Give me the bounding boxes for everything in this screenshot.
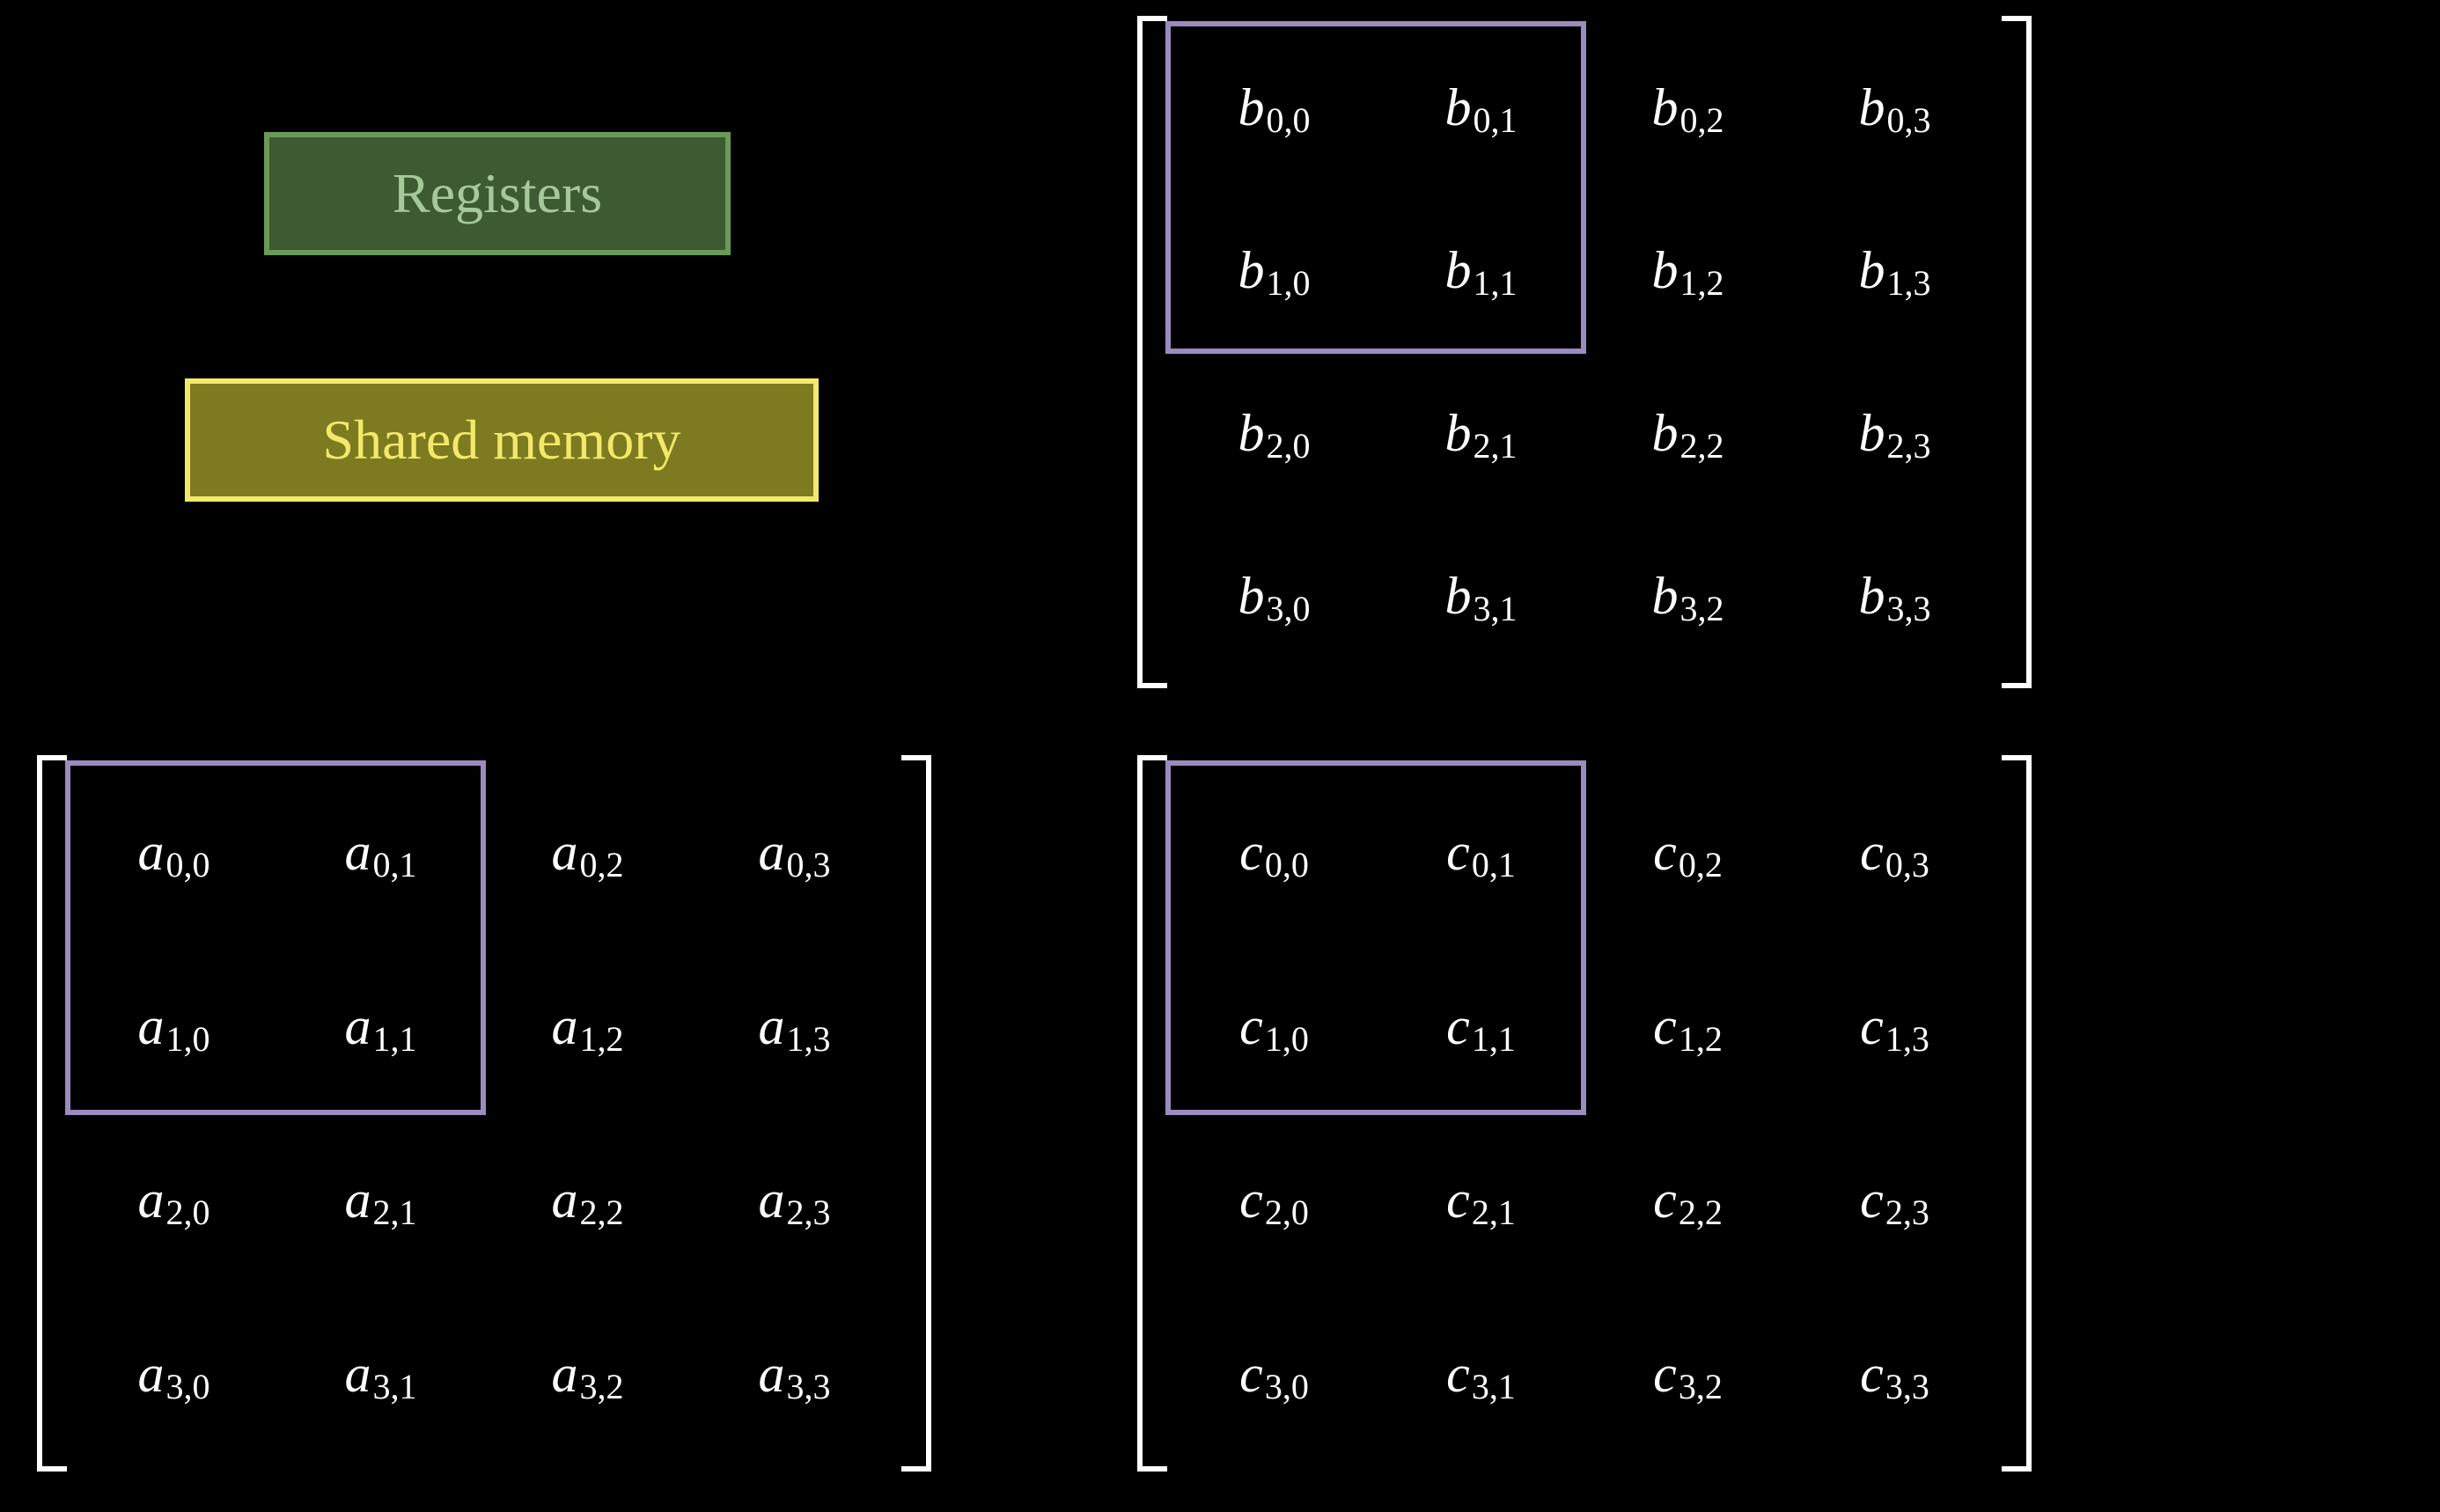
matrix-c-cell-3-3: c3,3 [1791,1288,1998,1462]
matrix-c: c0,0c0,1c0,2c0,3 c1,0c1,1c1,2c1,3 c2,0c2,1… [1171,766,1998,1461]
matrix-c-cell-1-1: c1,1 [1378,940,1584,1114]
matrix-a-cell-3-0: a3,0 [70,1288,277,1462]
legend-registers-label: Registers [393,161,602,226]
matrix-b-cell-3-2: b3,2 [1584,515,1791,678]
matrix-c-cell-1-2: c1,2 [1584,940,1791,1114]
diagram-stage: Registers Shared memory b0,0b0,1b0,2b0,3… [0,0,2440,1512]
matrix-b-cell-2-0: b2,0 [1171,352,1378,515]
matrix-a-cell-0-3: a0,3 [691,766,898,940]
matrix-c-cell-1-0: c1,0 [1171,940,1378,1114]
matrix-b-cell-2-2: b2,2 [1584,352,1791,515]
matrix-b-cell-0-1: b0,1 [1378,26,1584,189]
matrix-c-cell-3-0: c3,0 [1171,1288,1378,1462]
matrix-a-cell-1-3: a1,3 [691,940,898,1114]
matrix-b-left-bracket [1137,16,1167,688]
matrix-b-cell-3-3: b3,3 [1791,515,1998,678]
matrix-a-cell-3-3: a3,3 [691,1288,898,1462]
matrix-a-left-bracket [37,755,67,1472]
matrix-c-cell-2-0: c2,0 [1171,1113,1378,1288]
matrix-a-cell-2-1: a2,1 [277,1113,484,1288]
matrix-c-left-bracket [1137,755,1167,1472]
matrix-a-cell-3-2: a3,2 [484,1288,691,1462]
matrix-b-cell-2-3: b2,3 [1791,352,1998,515]
legend-registers-box: Registers [264,132,731,255]
matrix-c-grid: c0,0c0,1c0,2c0,3 c1,0c1,1c1,2c1,3 c2,0c2,1… [1171,766,1998,1461]
matrix-c-cell-3-1: c3,1 [1378,1288,1584,1462]
matrix-b-cell-0-2: b0,2 [1584,26,1791,189]
matrix-a-cell-2-0: a2,0 [70,1113,277,1288]
matrix-b-cell-1-0: b1,0 [1171,189,1378,352]
matrix-c-cell-0-1: c0,1 [1378,766,1584,940]
legend-shared-memory-label: Shared memory [323,407,681,473]
matrix-b-cell-1-1: b1,1 [1378,189,1584,352]
matrix-a-right-bracket [901,755,931,1472]
matrix-a-cell-2-2: a2,2 [484,1113,691,1288]
matrix-c-right-bracket [2002,755,2032,1472]
matrix-a: a0,0a0,1a0,2a0,3 a1,0a1,1a1,2a1,3 a2,0a2,1… [70,766,898,1461]
matrix-b-cell-0-3: b0,3 [1791,26,1998,189]
matrix-b-cell-1-3: b1,3 [1791,189,1998,352]
matrix-a-cell-1-0: a1,0 [70,940,277,1114]
matrix-b-cell-3-1: b3,1 [1378,515,1584,678]
matrix-a-cell-3-1: a3,1 [277,1288,484,1462]
matrix-c-cell-3-2: c3,2 [1584,1288,1791,1462]
matrix-c-cell-2-3: c2,3 [1791,1113,1998,1288]
matrix-a-cell-2-3: a2,3 [691,1113,898,1288]
matrix-b-cell-2-1: b2,1 [1378,352,1584,515]
matrix-c-cell-0-2: c0,2 [1584,766,1791,940]
matrix-c-cell-0-0: c0,0 [1171,766,1378,940]
matrix-a-cell-0-1: a0,1 [277,766,484,940]
matrix-a-cell-0-2: a0,2 [484,766,691,940]
matrix-b-cell-3-0: b3,0 [1171,515,1378,678]
matrix-c-cell-2-1: c2,1 [1378,1113,1584,1288]
matrix-a-cell-0-0: a0,0 [70,766,277,940]
legend-shared-memory-box: Shared memory [185,378,819,502]
matrix-a-cell-1-1: a1,1 [277,940,484,1114]
matrix-c-cell-0-3: c0,3 [1791,766,1998,940]
matrix-b-grid: b0,0b0,1b0,2b0,3 b1,0b1,1b1,2b1,3 b2,0b2,1… [1171,26,1998,678]
matrix-b-cell-0-0: b0,0 [1171,26,1378,189]
matrix-c-cell-2-2: c2,2 [1584,1113,1791,1288]
matrix-b-cell-1-2: b1,2 [1584,189,1791,352]
matrix-a-grid: a0,0a0,1a0,2a0,3 a1,0a1,1a1,2a1,3 a2,0a2,1… [70,766,898,1461]
matrix-b: b0,0b0,1b0,2b0,3 b1,0b1,1b1,2b1,3 b2,0b2,1… [1171,26,1998,678]
matrix-c-cell-1-3: c1,3 [1791,940,1998,1114]
matrix-a-cell-1-2: a1,2 [484,940,691,1114]
matrix-b-right-bracket [2002,16,2032,688]
